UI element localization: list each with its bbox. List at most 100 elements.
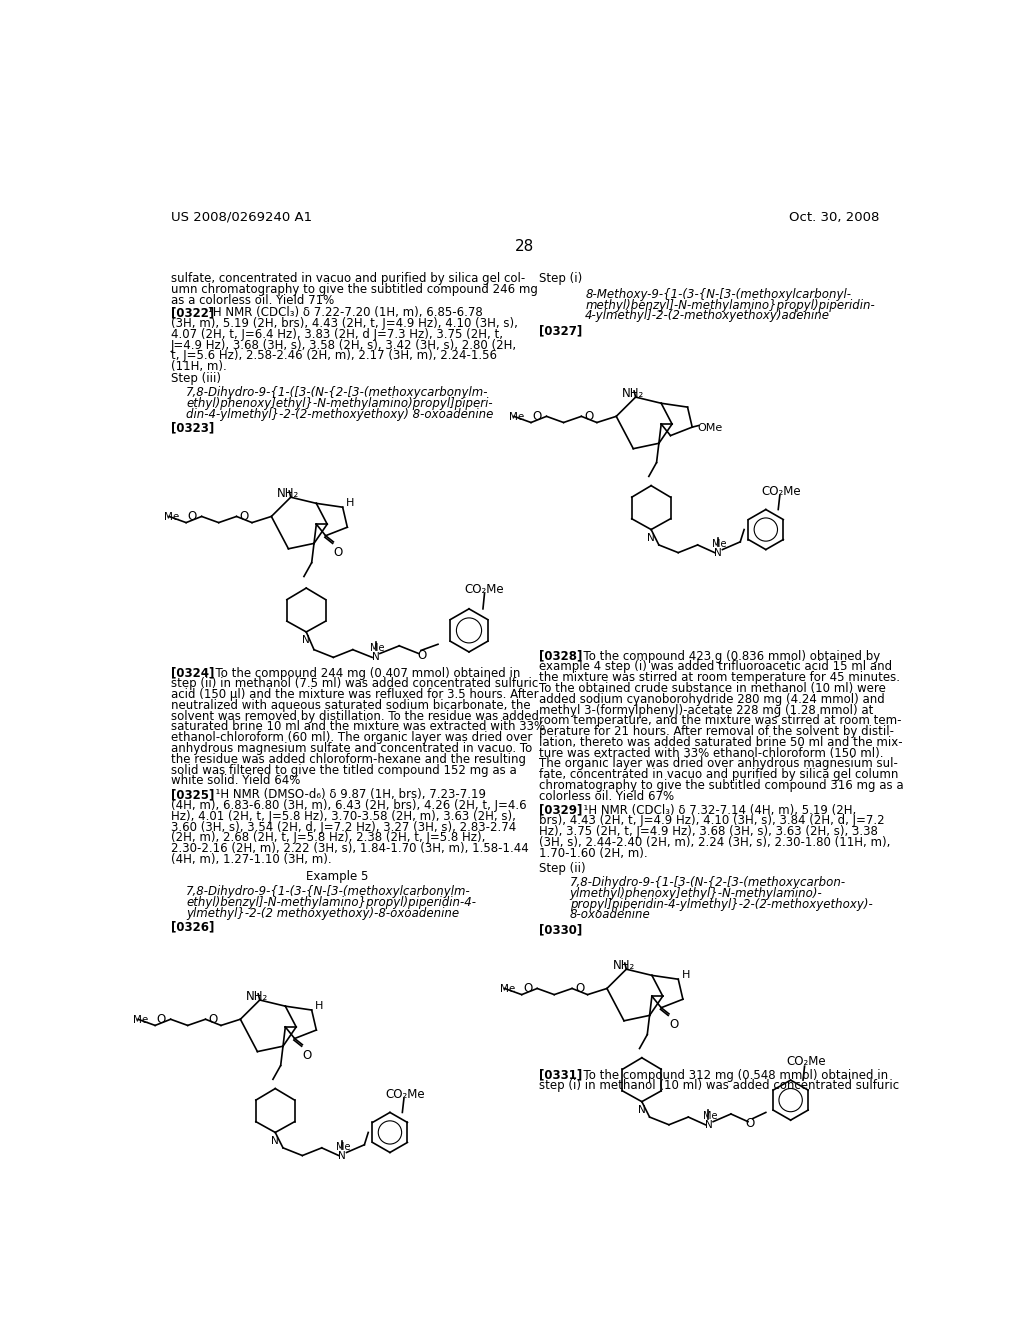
Text: 1.70-1.60 (2H, m).: 1.70-1.60 (2H, m). [539,847,647,859]
Text: N: N [647,533,655,543]
Text: To the compound 312 mg (0.548 mmol) obtained in: To the compound 312 mg (0.548 mmol) obta… [575,1069,888,1081]
Text: O: O [209,1014,218,1026]
Text: Hz), 4.01 (2H, t, J=5.8 Hz), 3.70-3.58 (2H, m), 3.63 (2H, s),: Hz), 4.01 (2H, t, J=5.8 Hz), 3.70-3.58 (… [171,810,515,822]
Text: (4H, m), 6.83-6.80 (3H, m), 6.43 (2H, brs), 4.26 (2H, t, J=4.6: (4H, m), 6.83-6.80 (3H, m), 6.43 (2H, br… [171,799,526,812]
Text: US 2008/0269240 A1: US 2008/0269240 A1 [171,211,311,224]
Text: Oct. 30, 2008: Oct. 30, 2008 [788,211,879,224]
Text: [0325]: [0325] [171,788,214,801]
Text: H: H [682,970,690,979]
Text: (3H, s), 2.44-2.40 (2H, m), 2.24 (3H, s), 2.30-1.80 (11H, m),: (3H, s), 2.44-2.40 (2H, m), 2.24 (3H, s)… [539,836,890,849]
Text: [0331]: [0331] [539,1069,582,1081]
Text: N: N [338,1151,346,1160]
Text: 3.60 (3H, s), 3.54 (2H, d, J=7.2 Hz), 3.27 (3H, s), 2.83-2.74: 3.60 (3H, s), 3.54 (2H, d, J=7.2 Hz), 3.… [171,821,516,834]
Text: [0328]: [0328] [539,649,582,663]
Text: O: O [575,982,585,995]
Text: ethyl)benzyl]-N-methylamino}propyl)piperidin-4-: ethyl)benzyl]-N-methylamino}propyl)piper… [186,896,476,909]
Text: (11H, m).: (11H, m). [171,360,226,374]
Text: To the compound 423 g (0.836 mmol) obtained by: To the compound 423 g (0.836 mmol) obtai… [575,649,881,663]
Text: O: O [745,1117,755,1130]
Text: NH₂: NH₂ [623,387,644,400]
Text: N: N [638,1105,646,1114]
Text: CO₂Me: CO₂Me [465,582,504,595]
Text: 8-oxoadenine: 8-oxoadenine [569,908,650,921]
Text: Me: Me [509,412,524,421]
Text: (3H, m), 5.19 (2H, brs), 4.43 (2H, t, J=4.9 Hz), 4.10 (3H, s),: (3H, m), 5.19 (2H, brs), 4.43 (2H, t, J=… [171,317,517,330]
Text: N: N [714,548,722,558]
Text: Me: Me [702,1111,717,1121]
Text: Me: Me [165,512,179,521]
Text: Example 5: Example 5 [306,870,369,883]
Text: ethanol-chloroform (60 ml). The organic layer was dried over: ethanol-chloroform (60 ml). The organic … [171,731,532,744]
Text: N: N [705,1121,713,1130]
Text: O: O [532,411,542,424]
Text: 4-ylmethyl]-2-(2-methoxyethoxy)adenine: 4-ylmethyl]-2-(2-methoxyethoxy)adenine [586,309,830,322]
Text: O: O [669,1018,678,1031]
Text: anhydrous magnesium sulfate and concentrated in vacuo. To: anhydrous magnesium sulfate and concentr… [171,742,531,755]
Text: (2H, m), 2.68 (2H, t, J=5.8 Hz), 2.38 (2H, t, J=5.8 Hz),: (2H, m), 2.68 (2H, t, J=5.8 Hz), 2.38 (2… [171,832,485,845]
Text: methyl)benzyl]-N-methylamino}propyl)piperidin-: methyl)benzyl]-N-methylamino}propyl)pipe… [586,298,874,312]
Text: [0329]: [0329] [539,804,582,817]
Text: 8-Methoxy-9-{1-(3-{N-[3-(methoxylcarbonyl-: 8-Methoxy-9-{1-(3-{N-[3-(methoxylcarbony… [586,288,851,301]
Text: 2.30-2.16 (2H, m), 2.22 (3H, s), 1.84-1.70 (3H, m), 1.58-1.44: 2.30-2.16 (2H, m), 2.22 (3H, s), 1.84-1.… [171,842,528,855]
Text: ethyl)phenoxy]ethyl}-N-methylamino)propyl]piperi-: ethyl)phenoxy]ethyl}-N-methylamino)propy… [186,397,493,411]
Text: 7,8-Dihydro-9-{1-([3-(N-{2-[3-(methoxycarbonylm-: 7,8-Dihydro-9-{1-([3-(N-{2-[3-(methoxyca… [186,387,488,400]
Text: white solid. Yield 64%: white solid. Yield 64% [171,775,300,788]
Text: To the obtained crude substance in methanol (10 ml) were: To the obtained crude substance in metha… [539,682,886,696]
Text: O: O [334,545,343,558]
Text: O: O [585,411,594,424]
Text: solid was filtered to give the titled compound 152 mg as a: solid was filtered to give the titled co… [171,763,516,776]
Text: CO₂Me: CO₂Me [786,1056,826,1068]
Text: step (i) in methanol (10 ml) was added concentrated sulfuric: step (i) in methanol (10 ml) was added c… [539,1080,899,1093]
Text: perature for 21 hours. After removal of the solvent by distil-: perature for 21 hours. After removal of … [539,725,894,738]
Text: example 4 step (i) was added trifluoroacetic acid 15 ml and: example 4 step (i) was added trifluoroac… [539,660,892,673]
Text: t, J=5.6 Hz), 2.58-2.46 (2H, m), 2.17 (3H, m), 2.24-1.56: t, J=5.6 Hz), 2.58-2.46 (2H, m), 2.17 (3… [171,350,497,363]
Text: propyl]piperidin-4-ylmethyl}-2-(2-methoxyethoxy)-: propyl]piperidin-4-ylmethyl}-2-(2-methox… [569,898,872,911]
Text: O: O [240,511,249,523]
Text: [0330]: [0330] [539,924,582,937]
Text: [0323]: [0323] [171,422,214,434]
Text: umn chromatography to give the subtitled compound 246 mg: umn chromatography to give the subtitled… [171,284,538,296]
Text: O: O [187,511,197,523]
Text: 7,8-Dihydro-9-{1-[3-(N-{2-[3-(methoxycarbon-: 7,8-Dihydro-9-{1-[3-(N-{2-[3-(methoxycar… [569,876,846,890]
Text: H: H [315,1001,324,1011]
Text: OMe: OMe [697,422,723,433]
Text: sulfate, concentrated in vacuo and purified by silica gel col-: sulfate, concentrated in vacuo and purif… [171,272,525,285]
Text: solvent was removed by distillation. To the residue was added: solvent was removed by distillation. To … [171,710,539,723]
Text: saturated brine 10 ml and the mixture was extracted with 33%: saturated brine 10 ml and the mixture wa… [171,721,545,734]
Text: added sodium cyanoborohydride 280 mg (4.24 mmol) and: added sodium cyanoborohydride 280 mg (4.… [539,693,885,706]
Text: Me: Me [371,643,385,652]
Text: ylmethyl)phenoxy]ethyl}-N-methylamino)-: ylmethyl)phenoxy]ethyl}-N-methylamino)- [569,887,822,900]
Text: room temperature, and the mixture was stirred at room tem-: room temperature, and the mixture was st… [539,714,901,727]
Text: Me: Me [500,983,515,994]
Text: ¹H NMR (CDCl₃) δ 7.32-7.14 (4H, m), 5.19 (2H,: ¹H NMR (CDCl₃) δ 7.32-7.14 (4H, m), 5.19… [575,804,856,817]
Text: methyl 3-(formylphenyl)-acetate 228 mg (1.28 mmol) at: methyl 3-(formylphenyl)-acetate 228 mg (… [539,704,873,717]
Text: as a colorless oil. Yield 71%: as a colorless oil. Yield 71% [171,294,334,308]
Text: Me: Me [712,539,727,549]
Text: To the compound 244 mg (0.407 mmol) obtained in: To the compound 244 mg (0.407 mmol) obta… [208,667,520,680]
Text: Hz), 3.75 (2H, t, J=4.9 Hz), 3.68 (3H, s), 3.63 (2H, s), 3.38: Hz), 3.75 (2H, t, J=4.9 Hz), 3.68 (3H, s… [539,825,878,838]
Text: O: O [157,1014,166,1026]
Text: 7,8-Dihydro-9-{1-(3-{N-[3-(methoxylcarbonylm-: 7,8-Dihydro-9-{1-(3-{N-[3-(methoxylcarbo… [186,886,471,899]
Text: lation, thereto was added saturated brine 50 ml and the mix-: lation, thereto was added saturated brin… [539,737,902,748]
Text: NH₂: NH₂ [613,960,635,973]
Text: Me: Me [133,1015,148,1024]
Text: N: N [372,652,380,661]
Text: CO₂Me: CO₂Me [386,1088,425,1101]
Text: the mixture was stirred at room temperature for 45 minutes.: the mixture was stirred at room temperat… [539,671,900,684]
Text: ture was extracted with 33% ethanol-chloroform (150 ml).: ture was extracted with 33% ethanol-chlo… [539,747,884,760]
Text: N: N [302,635,310,645]
Text: O: O [523,982,532,995]
Text: colorless oil. Yield 67%: colorless oil. Yield 67% [539,789,674,803]
Text: 28: 28 [515,239,535,255]
Text: acid (150 μl) and the mixture was refluxed for 3.5 hours. After: acid (150 μl) and the mixture was reflux… [171,688,539,701]
Text: Step (ii): Step (ii) [539,862,586,875]
Text: ylmethyl}-2-(2 methoxyethoxy)-8-oxoadenine: ylmethyl}-2-(2 methoxyethoxy)-8-oxoadeni… [186,907,459,920]
Text: N: N [271,1135,280,1146]
Text: CO₂Me: CO₂Me [762,484,801,498]
Text: ¹H NMR (CDCl₃) δ 7.22-7.20 (1H, m), 6.85-6.78: ¹H NMR (CDCl₃) δ 7.22-7.20 (1H, m), 6.85… [208,306,482,319]
Text: Step (iii): Step (iii) [171,372,220,385]
Text: [0324]: [0324] [171,667,214,680]
Text: The organic layer was dried over anhydrous magnesium sul-: The organic layer was dried over anhydro… [539,758,898,771]
Text: ¹H NMR (DMSO-d₆) δ 9.87 (1H, brs), 7.23-7.19: ¹H NMR (DMSO-d₆) δ 9.87 (1H, brs), 7.23-… [208,788,485,801]
Text: J=4.9 Hz), 3.68 (3H, s), 3.58 (2H, s), 3.42 (3H, s), 2.80 (2H,: J=4.9 Hz), 3.68 (3H, s), 3.58 (2H, s), 3… [171,339,517,351]
